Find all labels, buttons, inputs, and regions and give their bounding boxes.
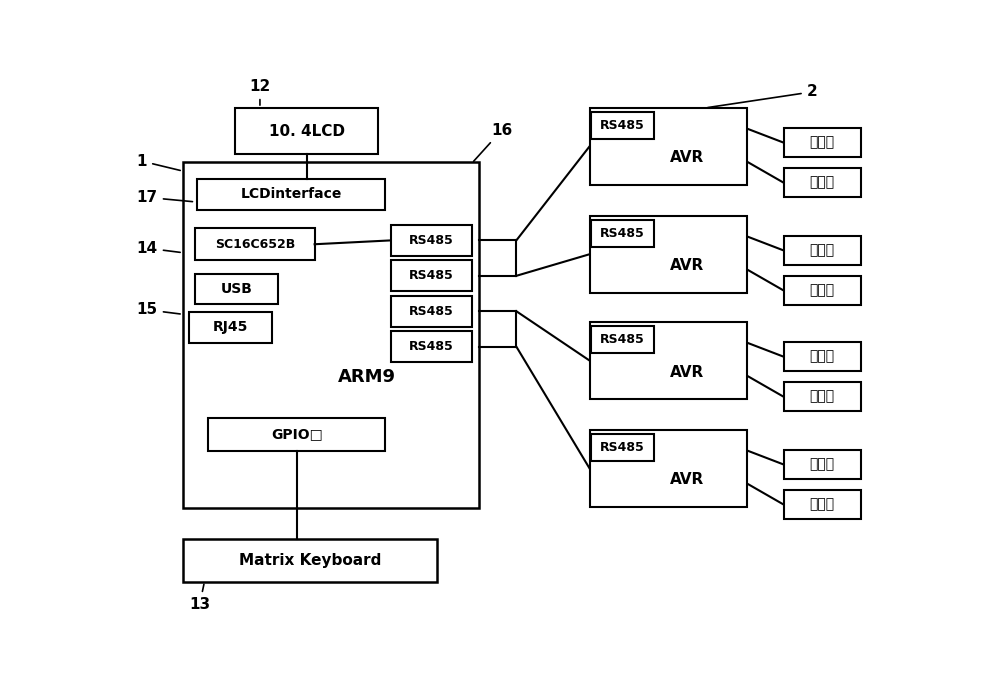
FancyBboxPatch shape xyxy=(195,273,278,304)
Text: 16: 16 xyxy=(474,123,512,161)
FancyBboxPatch shape xyxy=(590,430,747,507)
Text: RS485: RS485 xyxy=(409,234,454,247)
Text: 标准体: 标准体 xyxy=(809,244,835,257)
FancyBboxPatch shape xyxy=(590,216,747,293)
FancyBboxPatch shape xyxy=(590,108,747,185)
FancyBboxPatch shape xyxy=(189,312,272,343)
FancyBboxPatch shape xyxy=(391,261,472,291)
FancyBboxPatch shape xyxy=(391,331,472,362)
FancyBboxPatch shape xyxy=(784,236,861,265)
Text: LCDinterface: LCDinterface xyxy=(240,187,342,201)
Text: AVR: AVR xyxy=(670,151,704,165)
Text: RS485: RS485 xyxy=(600,119,645,132)
Text: 1: 1 xyxy=(137,154,180,171)
Text: SC16C652B: SC16C652B xyxy=(215,238,295,250)
FancyBboxPatch shape xyxy=(591,326,654,353)
FancyBboxPatch shape xyxy=(391,225,472,256)
Text: 15: 15 xyxy=(137,302,180,317)
FancyBboxPatch shape xyxy=(784,128,861,157)
Text: 被测体: 被测体 xyxy=(809,176,835,190)
Text: 14: 14 xyxy=(137,241,180,256)
Text: 标准体: 标准体 xyxy=(809,136,835,150)
FancyBboxPatch shape xyxy=(784,276,861,305)
Text: RJ45: RJ45 xyxy=(213,321,248,334)
FancyBboxPatch shape xyxy=(784,490,861,519)
FancyBboxPatch shape xyxy=(784,382,861,411)
Text: AVR: AVR xyxy=(670,472,704,487)
Text: 被测体: 被测体 xyxy=(809,497,835,512)
FancyBboxPatch shape xyxy=(183,162,479,508)
Text: 2: 2 xyxy=(708,84,817,107)
FancyBboxPatch shape xyxy=(784,450,861,479)
Text: GPIO□: GPIO□ xyxy=(271,427,323,441)
FancyBboxPatch shape xyxy=(784,168,861,197)
Text: 被测体: 被测体 xyxy=(809,389,835,404)
Text: RS485: RS485 xyxy=(600,333,645,346)
Text: RS485: RS485 xyxy=(409,304,454,318)
Text: 13: 13 xyxy=(189,585,210,612)
FancyBboxPatch shape xyxy=(591,112,654,139)
FancyBboxPatch shape xyxy=(183,539,437,581)
Text: RS485: RS485 xyxy=(600,227,645,240)
Text: 17: 17 xyxy=(137,190,192,205)
Text: USB: USB xyxy=(221,282,253,296)
Text: 标准体: 标准体 xyxy=(809,350,835,364)
Text: 标准体: 标准体 xyxy=(809,458,835,471)
FancyBboxPatch shape xyxy=(590,322,747,399)
Text: AVR: AVR xyxy=(670,259,704,273)
Text: 10. 4LCD: 10. 4LCD xyxy=(269,124,345,138)
FancyBboxPatch shape xyxy=(235,108,378,154)
FancyBboxPatch shape xyxy=(784,342,861,371)
Text: 被测体: 被测体 xyxy=(809,284,835,298)
Text: RS485: RS485 xyxy=(600,441,645,454)
FancyBboxPatch shape xyxy=(591,433,654,460)
FancyBboxPatch shape xyxy=(208,418,385,451)
Text: 12: 12 xyxy=(249,79,271,105)
FancyBboxPatch shape xyxy=(197,179,385,210)
Text: RS485: RS485 xyxy=(409,340,454,353)
Text: ARM9: ARM9 xyxy=(338,368,396,385)
FancyBboxPatch shape xyxy=(391,296,472,327)
FancyBboxPatch shape xyxy=(195,228,315,261)
Text: Matrix Keyboard: Matrix Keyboard xyxy=(239,553,381,568)
Text: RS485: RS485 xyxy=(409,269,454,282)
FancyBboxPatch shape xyxy=(591,219,654,246)
Text: AVR: AVR xyxy=(670,364,704,379)
